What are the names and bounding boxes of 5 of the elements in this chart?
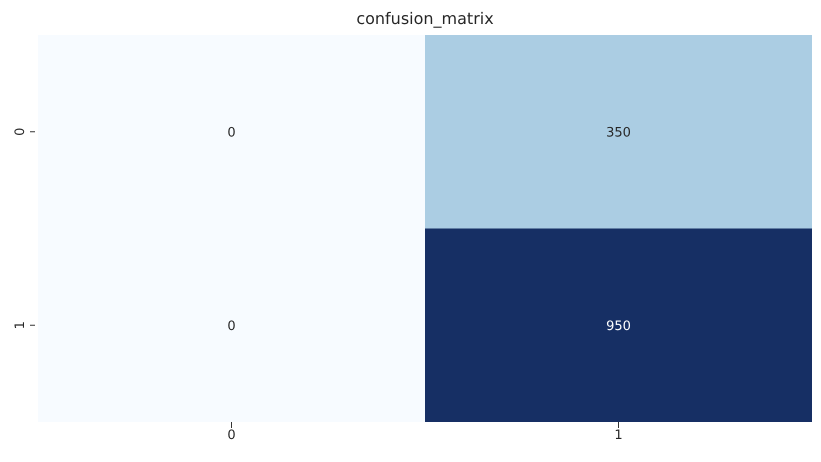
- chart-title: confusion_matrix: [355, 8, 495, 30]
- data-label: 350: [606, 125, 631, 140]
- data-label: 0: [227, 125, 236, 140]
- data-label: 950: [606, 318, 631, 334]
- data-label: 0: [227, 318, 236, 334]
